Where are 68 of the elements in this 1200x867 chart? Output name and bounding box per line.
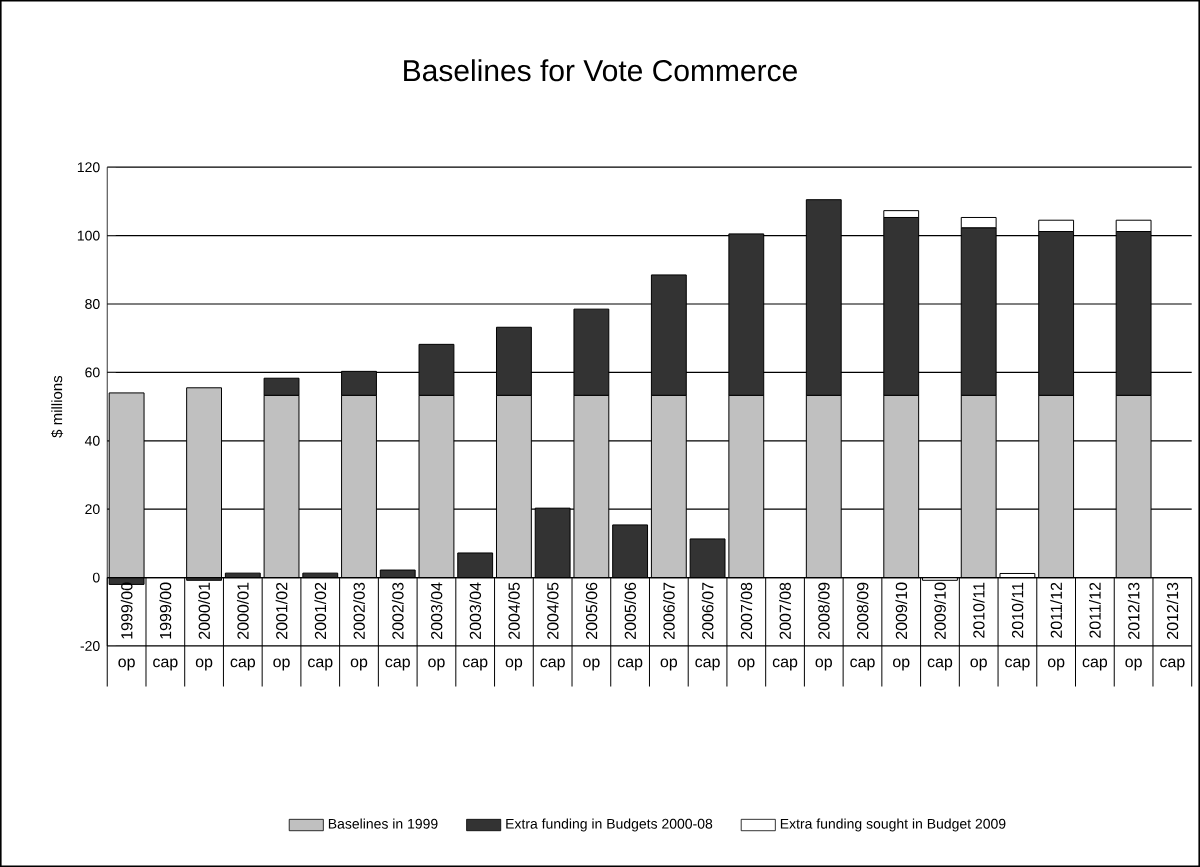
text: op — [660, 658, 678, 671]
y-tick-label: 20 — [85, 504, 100, 515]
x-tick-label: 2011/12 — [1089, 582, 1101, 638]
x-tick-label: 2008/09 — [817, 582, 830, 639]
text: cap — [153, 658, 178, 671]
x-tick-label: 2002/03 — [353, 582, 365, 639]
x-tick-label: 2001/02 — [314, 582, 327, 639]
text: op — [815, 658, 832, 671]
legend-label: Extra funding in Budgets 2000-08 — [506, 818, 713, 832]
y-axis-title: $ millions — [50, 375, 64, 438]
legend-label: Extra funding sought in Budget 2009 — [780, 818, 1006, 832]
text: op — [350, 658, 368, 671]
text: cap — [617, 658, 643, 671]
x-tick-label: 2012/13 — [1166, 582, 1179, 639]
text: op — [970, 658, 987, 671]
text: cap — [540, 658, 565, 671]
y-tick-label: 40 — [84, 435, 100, 446]
text: op — [583, 658, 600, 671]
text: cap — [927, 658, 953, 671]
text: cap — [850, 658, 875, 671]
y-tick-label: 60 — [85, 367, 100, 378]
chart-title: Baselines for Vote Commerce — [404, 59, 797, 82]
text: cap — [772, 658, 798, 671]
x-tick-label: 2000/01 — [198, 582, 210, 639]
x-tick-label: 2005/06 — [624, 582, 636, 639]
x-tick-label: 2009/10 — [934, 582, 946, 639]
y-tick-label: 100 — [77, 230, 100, 241]
x-tick-label: 2005/06 — [585, 582, 598, 639]
x-tick-label: 2006/07 — [701, 582, 714, 639]
x-tick-label: 2011/12 — [1050, 582, 1063, 638]
x-tick-label: 2009/10 — [895, 582, 908, 639]
x-tick-label: 2012/13 — [1127, 582, 1140, 639]
y-tick-label: 120 — [77, 162, 100, 173]
text: op — [118, 658, 135, 671]
y-tick-label: 80 — [85, 298, 100, 309]
text: op — [428, 658, 445, 671]
x-tick-label: 2000/01 — [236, 582, 249, 639]
x-tick-label: 2006/07 — [662, 582, 675, 639]
text: cap — [308, 658, 333, 671]
x-tick-label: 2008/09 — [856, 582, 869, 639]
x-tick-label: 2004/05 — [546, 582, 559, 639]
legend-label: Baselines in 1999 — [328, 818, 438, 829]
text: cap — [1082, 658, 1108, 671]
x-tick-label: 2007/08 — [779, 582, 791, 639]
text: op — [738, 658, 755, 671]
text: cap — [1160, 658, 1185, 671]
text: op — [505, 658, 523, 671]
x-tick-label: 2010/11 — [1011, 582, 1024, 638]
text: op — [195, 658, 213, 671]
x-tick-label: 2004/05 — [508, 582, 520, 639]
x-tick-label: 2010/11 — [972, 582, 985, 638]
text: op — [1125, 658, 1142, 671]
text: cap — [695, 658, 720, 671]
x-tick-label: 2007/08 — [740, 582, 753, 639]
text: op — [1047, 658, 1065, 671]
text: cap — [462, 658, 488, 671]
x-tick-label: 2003/04 — [430, 582, 443, 639]
x-tick-label: 2002/03 — [391, 582, 404, 639]
x-tick-label: 1999/00 — [159, 582, 172, 639]
text: cap — [385, 658, 410, 671]
text: op — [892, 658, 910, 671]
x-tick-label: 2001/02 — [275, 582, 288, 639]
x-tick-label: 2003/04 — [469, 582, 482, 639]
text: cap — [230, 658, 256, 671]
text: op — [273, 658, 290, 671]
text: cap — [1005, 658, 1030, 671]
y-tick-label: -20 — [80, 640, 100, 651]
y-tick-label: 0 — [92, 572, 100, 583]
